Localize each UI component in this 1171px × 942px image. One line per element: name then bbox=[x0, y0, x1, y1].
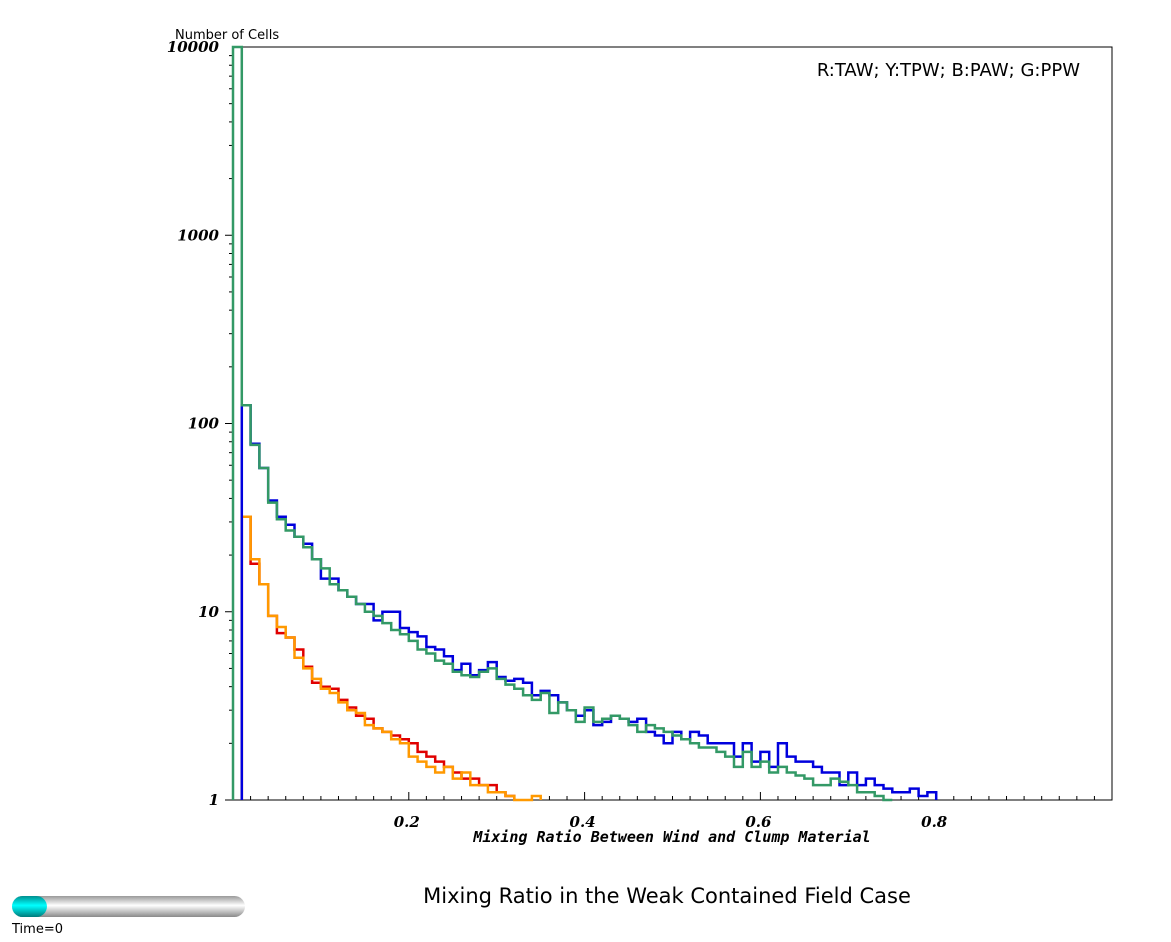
time-label: Time=0 bbox=[11, 922, 63, 937]
y-tick-label: 10 bbox=[198, 603, 219, 621]
chart-caption: Mixing Ratio in the Weak Contained Field… bbox=[423, 884, 911, 908]
series-line-3 bbox=[231, 45, 893, 802]
y-tick-label: 1 bbox=[209, 791, 219, 809]
slider-track[interactable] bbox=[12, 896, 245, 917]
series-legend-annotation: R:TAW; Y:TPW; B:PAW; G:PPW bbox=[817, 60, 1080, 81]
y-tick-label: 100 bbox=[188, 415, 220, 433]
x-axis-label: Mixing Ratio Between Wind and Clump Mate… bbox=[472, 828, 870, 846]
y-tick-label: 10000 bbox=[167, 38, 220, 56]
slider-fill bbox=[12, 896, 47, 917]
series-line-0 bbox=[240, 515, 516, 800]
series-line-2 bbox=[240, 404, 938, 800]
tick-labels: 10000 1000 100 10 1 0.2 0.4 0.6 0.8 bbox=[167, 38, 948, 831]
time-slider[interactable] bbox=[12, 896, 245, 917]
y-axis-label: Number of Cells bbox=[175, 28, 279, 43]
x-tick-label: 0.6 bbox=[745, 813, 772, 831]
x-tick-label: 0.4 bbox=[570, 813, 596, 831]
y-tick-label: 1000 bbox=[177, 226, 219, 244]
minor-ticks bbox=[225, 55, 1095, 801]
x-tick-label: 0.2 bbox=[394, 813, 420, 831]
x-tick-label: 0.8 bbox=[921, 813, 948, 831]
plot-frame bbox=[232, 46, 1113, 801]
series-group bbox=[231, 45, 938, 802]
series-line-1 bbox=[240, 515, 542, 802]
